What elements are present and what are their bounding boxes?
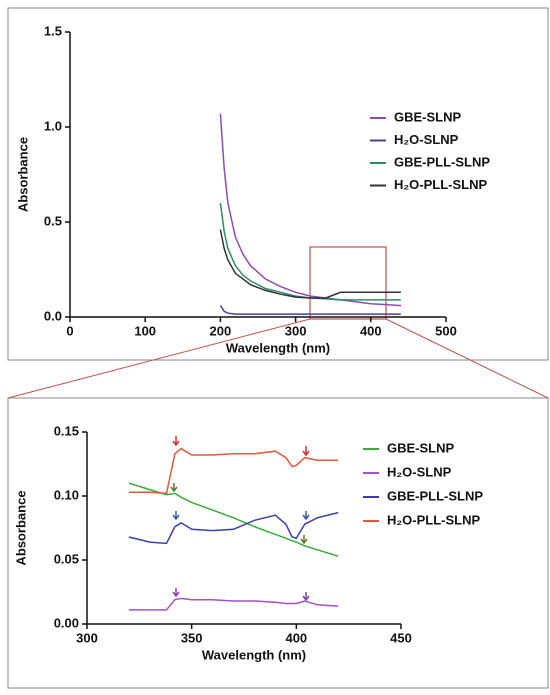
series-line	[219, 229, 401, 299]
arrows	[170, 436, 310, 602]
series-line	[219, 202, 401, 301]
legend-label: H₂O-SLNP	[394, 132, 459, 147]
top-panel	[7, 7, 549, 361]
x-tick-label: 450	[390, 630, 412, 645]
y-tick-label: 1.5	[44, 23, 62, 38]
series-line	[219, 113, 401, 307]
legend-label: GBE-SLNP	[394, 109, 462, 124]
legend-label: GBE-SLNP	[387, 440, 455, 455]
x-axis-title: Wavelength (nm)	[226, 340, 330, 355]
x-tick-label: 200	[210, 323, 232, 338]
y-tick-label: 0.15	[54, 423, 79, 438]
x-axis-title: Wavelength (nm)	[202, 647, 306, 662]
x-tick-label: 100	[134, 323, 156, 338]
series-line	[219, 305, 401, 315]
legend-label: GBE-PLL-SLNP	[394, 154, 490, 169]
x-tick-label: 400	[285, 630, 307, 645]
y-axis-title: Absorbance	[13, 490, 28, 565]
y-tick-label: 0.10	[54, 487, 79, 502]
series-line	[128, 597, 339, 611]
series-line	[128, 482, 339, 557]
zoom-box	[309, 246, 387, 320]
x-tick-label: 300	[285, 323, 307, 338]
bottom-panel	[7, 397, 549, 689]
series-line	[128, 447, 339, 495]
legend-label: GBE-PLL-SLNP	[387, 488, 483, 503]
y-axis-title: Absorbance	[15, 137, 30, 212]
y-tick-label: 0.5	[44, 213, 62, 228]
x-tick-label: 0	[66, 323, 73, 338]
y-tick-label: 0.05	[54, 551, 79, 566]
zoom-connector	[385, 318, 549, 399]
x-tick-label: 300	[76, 630, 98, 645]
y-tick-label: 0.00	[54, 615, 79, 630]
legend-label: H₂O-PLL-SLNP	[394, 177, 487, 192]
legend-label: H₂O-SLNP	[387, 464, 452, 479]
x-tick-label: 500	[435, 323, 457, 338]
legend-label: H₂O-PLL-SLNP	[387, 512, 480, 527]
series-line	[128, 511, 339, 545]
zoom-connector	[7, 318, 311, 399]
y-tick-label: 0.0	[44, 308, 62, 323]
x-tick-label: 400	[360, 323, 382, 338]
x-tick-label: 350	[181, 630, 203, 645]
y-tick-label: 1.0	[44, 118, 62, 133]
